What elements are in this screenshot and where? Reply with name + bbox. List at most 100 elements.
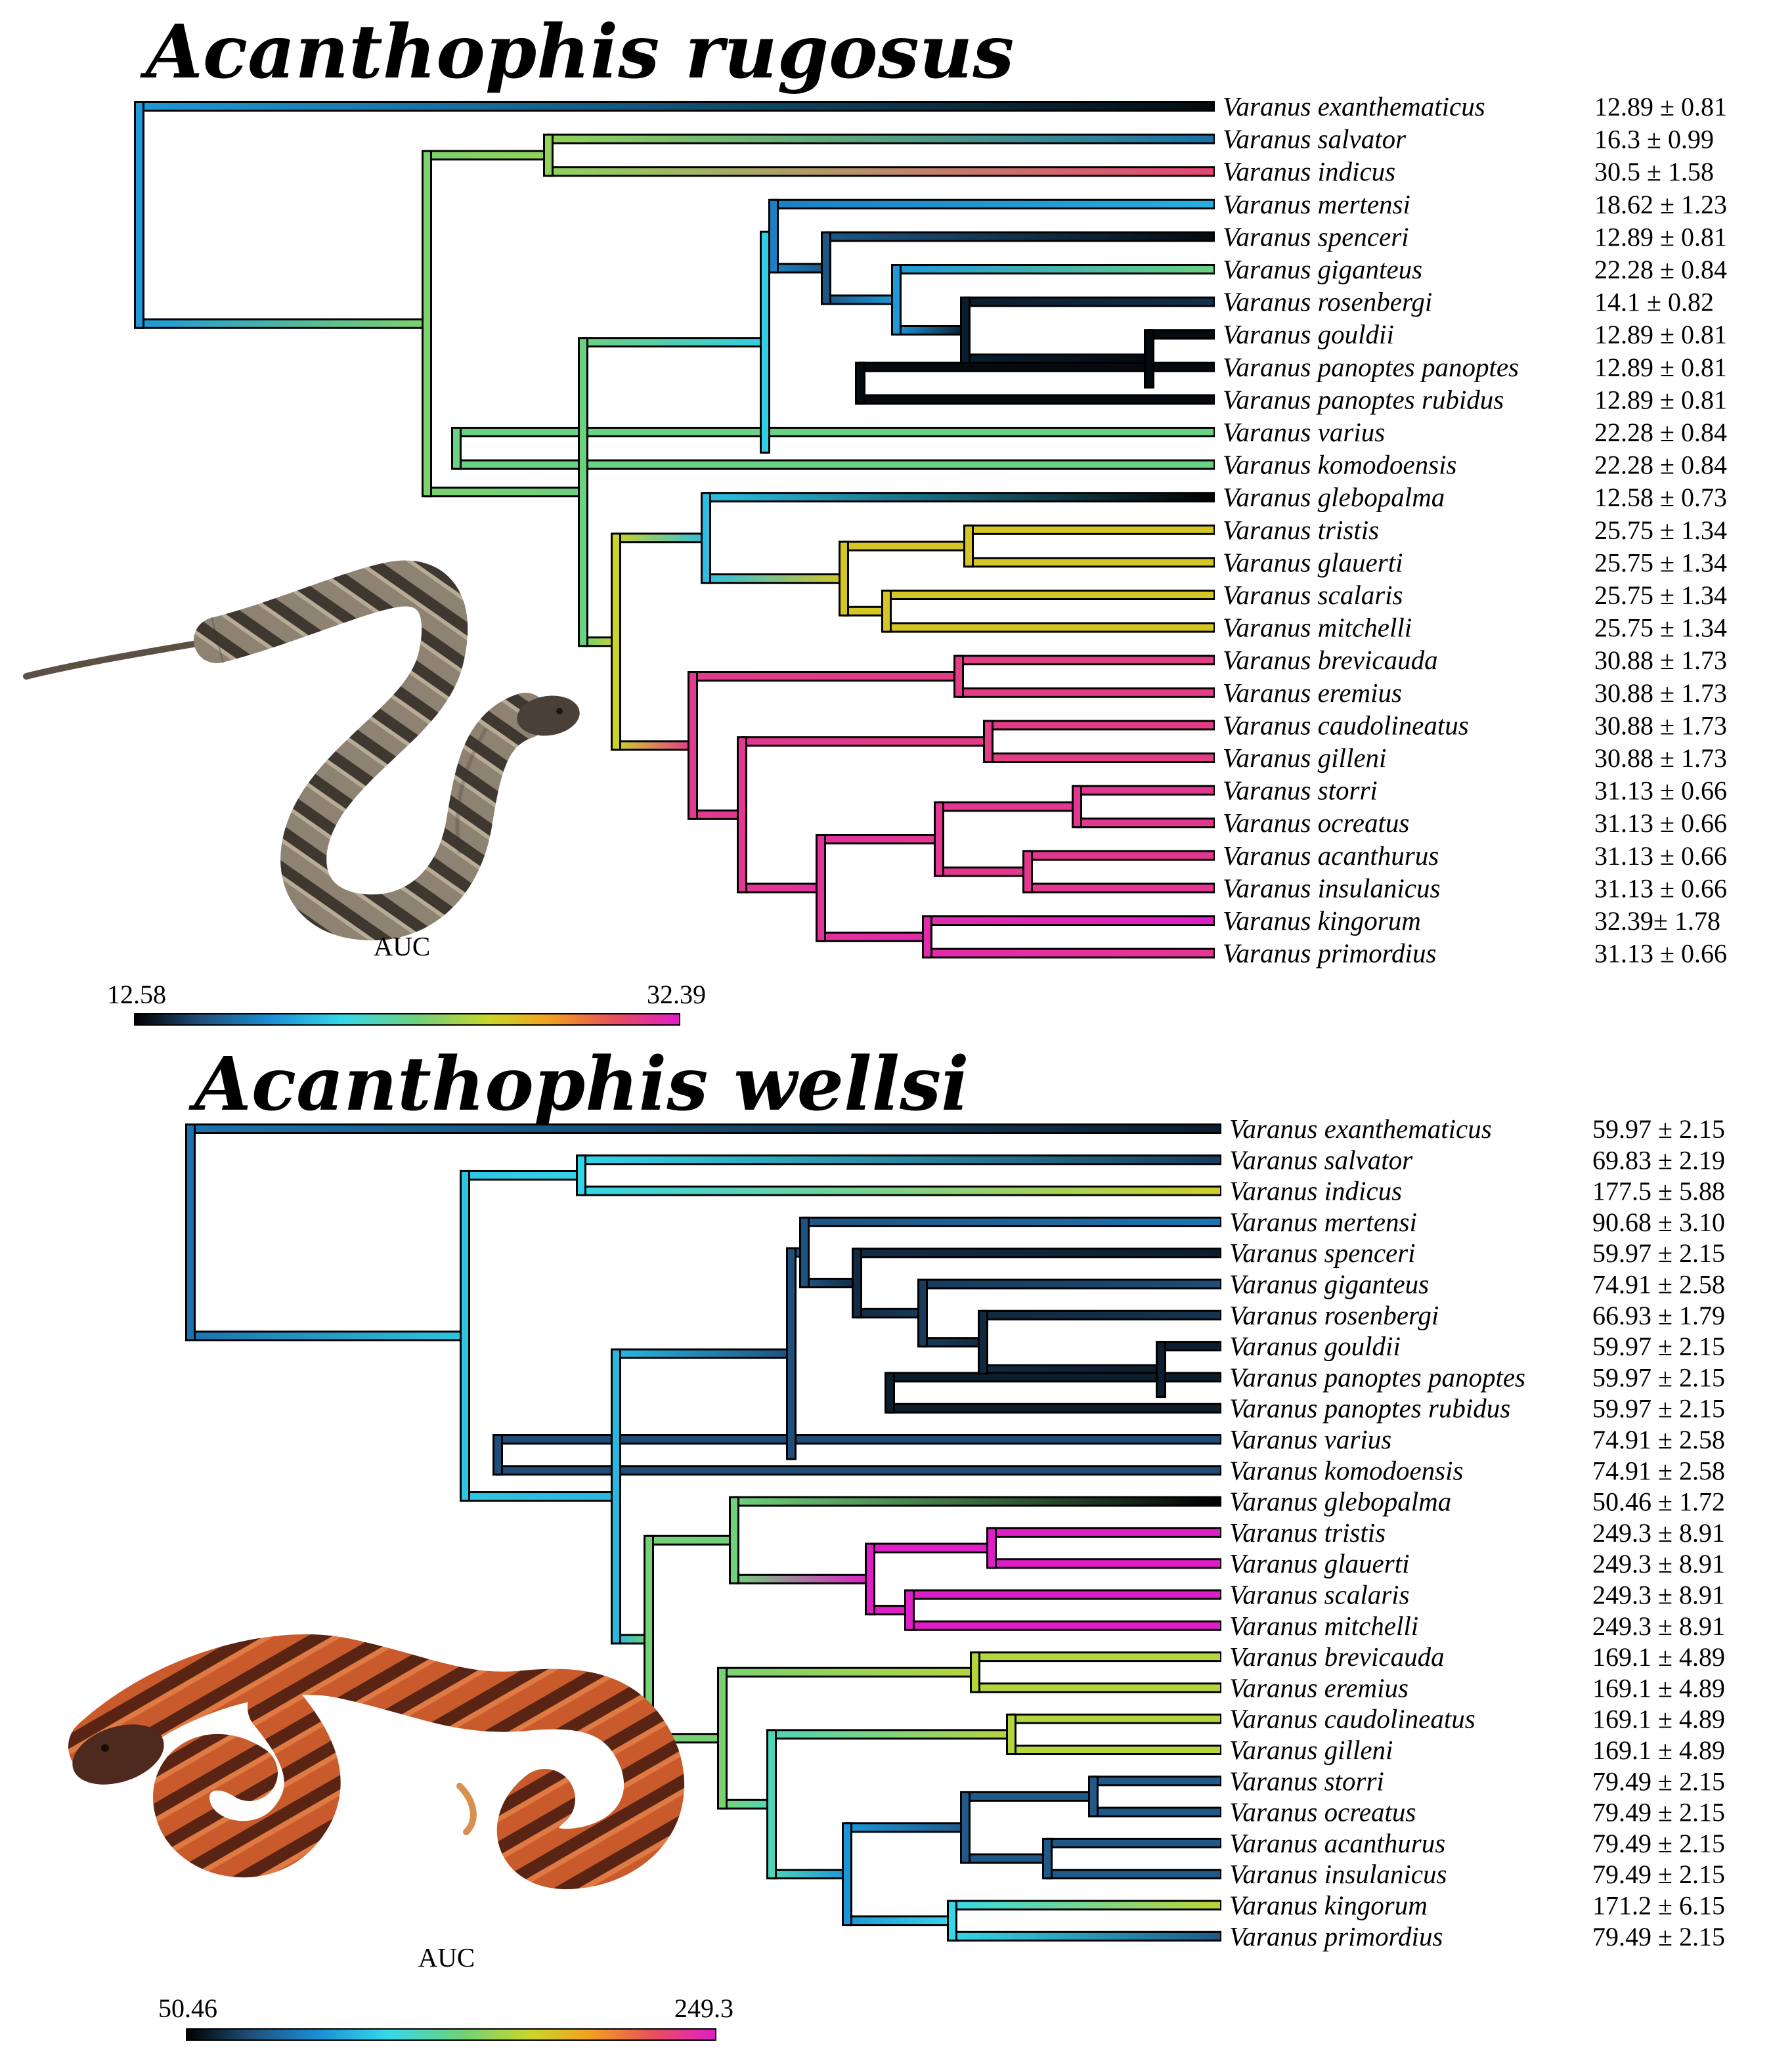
internal-branch — [844, 542, 969, 550]
tip-branch — [886, 592, 1213, 598]
tip-branch — [890, 1405, 1220, 1412]
tip-branch — [1011, 1715, 1220, 1722]
auc-value: 12.89 ± 0.81 — [1594, 385, 1727, 414]
taxon-name: Varanus gouldii — [1223, 319, 1394, 349]
taxon-name: Varanus gilleni — [1223, 743, 1386, 773]
auc-value: 169.1 ± 4.89 — [1592, 1642, 1725, 1672]
taxon-name: Varanus exanthematicus — [1223, 91, 1485, 121]
internal-branch — [826, 296, 896, 303]
tree-node-connector — [962, 298, 969, 362]
auc-value: 79.49 ± 2.15 — [1592, 1860, 1725, 1889]
tree-node-connector — [613, 1350, 619, 1643]
internal-branch — [923, 1339, 983, 1346]
internal-branch — [706, 575, 844, 582]
tree-node-connector — [883, 592, 890, 631]
tree-node-connector — [818, 836, 824, 940]
taxon-name: Varanus primordius — [1229, 1921, 1443, 1951]
auc-value: 18.62 ± 1.23 — [1594, 190, 1727, 219]
tree-node-connector — [731, 1498, 737, 1582]
taxon-name: Varanus indicus — [1229, 1176, 1402, 1206]
auc-value: 12.89 ± 0.81 — [1594, 222, 1727, 251]
tip-branch — [992, 1560, 1220, 1567]
tip-branch — [190, 1125, 1220, 1132]
auc-value: 30.88 ± 1.73 — [1594, 710, 1727, 740]
internal-branch — [821, 836, 939, 842]
tree-node-connector — [689, 673, 696, 818]
internal-branch — [939, 803, 1077, 810]
taxon-name: Varanus panoptes rubidus — [1223, 384, 1504, 414]
taxon-name: Varanus ocreatus — [1229, 1797, 1416, 1827]
auc-value: 30.88 ± 1.73 — [1594, 743, 1727, 773]
tip-branch — [1011, 1747, 1220, 1753]
auc-value: 169.1 ± 4.89 — [1592, 1673, 1725, 1703]
taxon-name: Varanus spenceri — [1223, 221, 1409, 251]
tip-branch — [139, 103, 1213, 110]
internal-branch — [965, 355, 1149, 362]
taxon-name: Varanus gouldii — [1229, 1331, 1401, 1361]
auc-value: 177.5 ± 5.88 — [1592, 1177, 1725, 1206]
tree-node-connector — [136, 103, 142, 327]
tree-node-connector — [867, 1544, 873, 1614]
auc-value: 31.13 ± 0.66 — [1594, 808, 1727, 838]
auc-value: 12.89 ± 0.81 — [1594, 353, 1727, 382]
internal-branch — [427, 152, 548, 159]
tree-node-connector — [985, 722, 992, 761]
taxon-name: Varanus scalaris — [1229, 1580, 1410, 1610]
taxon-name: Varanus acanthurus — [1223, 840, 1439, 871]
tree-node-connector — [1008, 1715, 1015, 1753]
tip-branch — [909, 1622, 1220, 1629]
tree-node-connector — [453, 429, 460, 468]
internal-branch — [616, 534, 706, 542]
internal-branch — [616, 1636, 649, 1643]
tip-branch — [927, 917, 1213, 924]
tree-node-connector — [841, 542, 847, 615]
tree-node-connector — [886, 1374, 893, 1412]
color-scale-bar — [134, 1013, 680, 1026]
tree-node-connector — [919, 1280, 926, 1346]
taxon-name: Varanus storri — [1229, 1766, 1384, 1796]
auc-value: 74.91 ± 2.58 — [1592, 1425, 1725, 1454]
taxon-labels: Varanus exanthematicus 12.89 ± 0.81 Varanu… — [1223, 91, 1727, 969]
tree-node-connector — [1158, 1343, 1164, 1397]
taxon-labels: Varanus exanthematicus 59.97 ± 2.15 Varanu… — [1229, 1114, 1725, 1951]
panel-rugosus: Acanthophis rugosus Varanus exanthematic… — [23, 9, 1727, 1026]
tip-branch — [581, 1187, 1220, 1194]
taxon-name: Varanus varius — [1229, 1424, 1391, 1454]
phylogenetic-tree — [185, 1123, 1221, 1942]
taxon-name: Varanus salvator — [1223, 124, 1407, 154]
tip-branch — [860, 396, 1213, 403]
auc-value: 59.97 ± 2.15 — [1592, 1114, 1725, 1144]
snake-illustration-wellsi — [68, 1634, 684, 1890]
tip-branch — [860, 363, 1213, 370]
taxon-name: Varanus mertensi — [1223, 189, 1410, 219]
panel-title: Acanthophis rugosus — [140, 9, 1014, 95]
taxon-name: Varanus varius — [1223, 417, 1385, 447]
tree-node-connector — [801, 1218, 808, 1287]
tip-branch — [1028, 852, 1213, 859]
taxon-name: Varanus glauerti — [1223, 547, 1403, 577]
taxon-name: Varanus giganteus — [1223, 254, 1422, 284]
auc-value: 25.75 ± 1.34 — [1594, 580, 1727, 610]
taxon-name: Varanus kingorum — [1229, 1890, 1428, 1921]
auc-value: 25.75 ± 1.34 — [1594, 515, 1727, 545]
tip-branch — [456, 461, 1213, 468]
tree-node-connector — [949, 1902, 955, 1940]
taxon-name: Varanus gilleni — [1229, 1735, 1393, 1765]
taxon-name: Varanus tristis — [1229, 1517, 1386, 1548]
taxon-name: Varanus eremius — [1223, 678, 1402, 708]
auc-value: 22.28 ± 0.84 — [1594, 418, 1727, 447]
tree-node-connector — [1024, 852, 1031, 892]
taxon-name: Varanus panoptes rubidus — [1229, 1393, 1510, 1424]
taxon-name: Varanus komodoensis — [1229, 1455, 1463, 1485]
taxon-name: Varanus glebopalma — [1229, 1487, 1451, 1517]
internal-branch — [465, 1171, 581, 1179]
internal-branch — [791, 1249, 804, 1256]
internal-branch — [190, 1332, 465, 1339]
tip-branch — [774, 200, 1213, 207]
taxon-name: Varanus caudolineatus — [1223, 710, 1469, 740]
taxon-name: Varanus rosenbergi — [1223, 287, 1432, 317]
internal-branch — [870, 1607, 909, 1614]
tree-node-connector — [893, 266, 900, 334]
internal-branch — [772, 1871, 847, 1878]
tree-node-connector — [1074, 787, 1080, 827]
